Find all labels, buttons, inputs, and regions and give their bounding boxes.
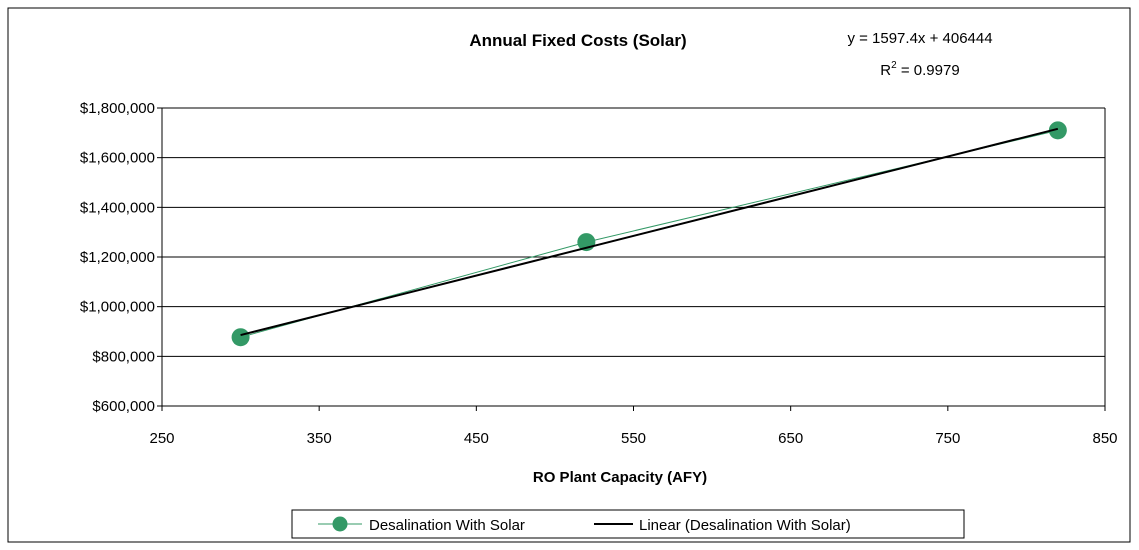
y-tick-label-3: $1,200,000 (80, 249, 155, 266)
data-point-0 (231, 328, 250, 347)
y-tick-label-5: $1,600,000 (80, 150, 155, 167)
trendline-group (240, 127, 1059, 337)
legend-trendline-label: Linear (Desalination With Solar) (639, 517, 851, 534)
x-axis: 250 350 450 550 650 750 850 (149, 406, 1118, 447)
chart-border (7, 7, 1131, 543)
y-tick-label-4: $1,400,000 (80, 199, 155, 216)
trendline-equation: y = 1597.4x + 406444 (847, 30, 992, 47)
x-tick-label-0: 250 (149, 430, 174, 447)
r-squared-superscript: 2 (891, 60, 897, 71)
y-tick-label-2: $1,000,000 (80, 299, 155, 316)
x-axis-label: RO Plant Capacity (AFY) (533, 469, 707, 486)
r-squared-label: R2 = 0.9979 (880, 60, 959, 79)
y-axis: $600,000 $800,000 $1,000,000 $1,200,000 $1,4… (80, 100, 162, 415)
x-tick-label-4: 650 (778, 430, 803, 447)
chart-title: Annual Fixed Costs (Solar) (469, 31, 686, 50)
legend: Desalination With Solar Linear (Desalina… (291, 509, 965, 539)
legend-series-marker (332, 516, 348, 532)
y-tick-label-1: $800,000 (92, 348, 155, 365)
r-squared-symbol: R (880, 62, 891, 79)
trendline (240, 127, 1059, 337)
r-squared-value: = 0.9979 (897, 62, 960, 79)
x-tick-label-1: 350 (307, 430, 332, 447)
legend-series-label: Desalination With Solar (369, 517, 525, 534)
y-tick-label-0: $600,000 (92, 398, 155, 415)
y-tick-label-6: $1,800,000 (80, 100, 155, 117)
x-tick-label-5: 750 (935, 430, 960, 447)
data-point-2 (1048, 121, 1067, 140)
x-tick-label-6: 850 (1092, 430, 1117, 447)
x-tick-label-3: 550 (621, 430, 646, 447)
x-tick-label-2: 450 (464, 430, 489, 447)
